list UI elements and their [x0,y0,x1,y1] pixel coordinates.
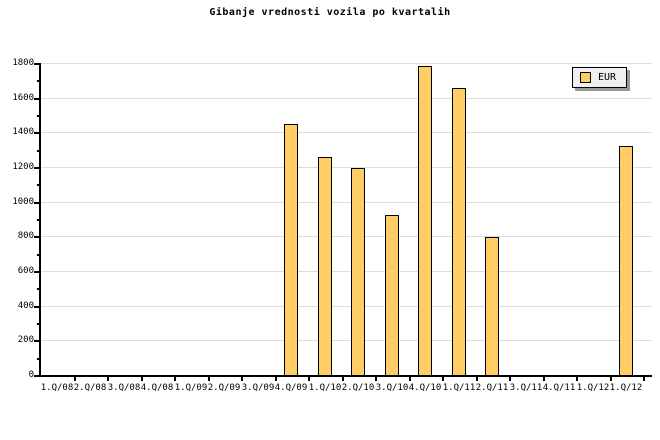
y-axis-major-tick [34,202,40,204]
x-axis-tick [308,377,310,381]
y-axis-minor-tick [37,254,40,256]
y-gridline [41,132,652,133]
x-axis-tick-label: 2.Q/09 [207,383,241,393]
y-axis-major-tick [34,340,40,342]
y-gridline [41,167,652,168]
y-axis-major-tick [34,98,40,100]
y-axis-major-tick [34,271,40,273]
bar-2.Q/10 [351,168,365,375]
y-axis-major-tick [34,132,40,134]
x-axis-tick-label: 3.Q/08 [107,383,141,393]
x-axis-tick-label: 2.Q/10 [341,383,375,393]
x-axis-tick-label: 4.Q/09 [274,383,308,393]
x-axis-tick [141,377,143,381]
x-axis-tick-label: 1.Q/08 [40,383,74,393]
x-axis-tick [543,377,545,381]
y-axis-minor-tick [37,358,40,360]
y-axis-tick-label: 200 [17,335,34,345]
x-axis-tick-label: 1.Q/09 [174,383,208,393]
bar-3.Q/10 [385,215,399,375]
bar-4.Q/09 [284,124,298,375]
x-axis-tick [174,377,176,381]
y-axis-tick-label: 1400 [12,127,34,137]
y-axis-tick-label: 0 [28,370,34,380]
y-gridline [41,340,652,341]
x-axis-tick-label: 4.Q/08 [140,383,174,393]
x-axis-tick [375,377,377,381]
x-axis-tick-label: 2.Q/11 [475,383,509,393]
chart-title: Gibanje vrednosti vozila po kvartalih [209,7,451,18]
bar-1.Q/12 [619,146,633,375]
x-axis-tick [208,377,210,381]
x-axis-tick [509,377,511,381]
x-axis-tick-label: 1.Q/10 [308,383,342,393]
y-axis-minor-tick [37,323,40,325]
x-axis-tick [643,377,645,381]
x-axis-tick-label: 1.Q/12 [609,383,643,393]
legend: EUR [572,67,627,88]
y-axis-tick-label: 400 [17,301,34,311]
y-axis-tick-label: 800 [17,231,34,241]
y-gridline [41,98,652,99]
x-axis-tick [442,377,444,381]
x-axis-tick [74,377,76,381]
x-axis-tick-label: 1.Q/12 [576,383,610,393]
x-axis-tick [107,377,109,381]
legend-swatch-icon [580,72,591,83]
y-axis-minor-tick [37,219,40,221]
y-axis-minor-tick [37,80,40,82]
y-axis-minor-tick [37,115,40,117]
bar-4.Q/10 [418,66,432,375]
y-gridline [41,271,652,272]
bar-1.Q/11 [452,88,466,375]
y-axis-tick-label: 1000 [12,197,34,207]
x-axis-tick [576,377,578,381]
y-axis-line [39,63,41,375]
legend-label: EUR [598,71,617,83]
x-axis-tick [409,377,411,381]
y-gridline [41,63,652,64]
x-axis-tick-label: 3.Q/11 [509,383,543,393]
x-axis-tick-label: 2.Q/08 [73,383,107,393]
y-axis-tick-label: 1200 [12,162,34,172]
y-gridline [41,236,652,237]
y-gridline [41,306,652,307]
y-axis-major-tick [34,167,40,169]
y-axis-tick-label: 1600 [12,93,34,103]
y-axis-major-tick [34,236,40,238]
y-axis-major-tick [34,375,40,377]
x-axis-tick [241,377,243,381]
y-axis-minor-tick [37,288,40,290]
y-gridline [41,202,652,203]
x-axis-tick [610,377,612,381]
x-axis-tick-label: 3.Q/10 [375,383,409,393]
y-axis-minor-tick [37,150,40,152]
y-axis-tick-label: 1800 [12,58,34,68]
y-axis-major-tick [34,63,40,65]
x-axis-tick-label: 4.Q/11 [542,383,576,393]
x-axis-line [39,375,652,377]
y-axis-tick-label: 600 [17,266,34,276]
x-axis-tick [476,377,478,381]
x-axis-tick [342,377,344,381]
y-axis-major-tick [34,306,40,308]
x-axis-tick-label: 4.Q/10 [408,383,442,393]
x-axis-tick [275,377,277,381]
bar-1.Q/10 [318,157,332,375]
x-axis-tick-label: 1.Q/11 [442,383,476,393]
y-axis-minor-tick [37,184,40,186]
bar-2.Q/11 [485,237,499,375]
x-axis-tick-label: 3.Q/09 [241,383,275,393]
